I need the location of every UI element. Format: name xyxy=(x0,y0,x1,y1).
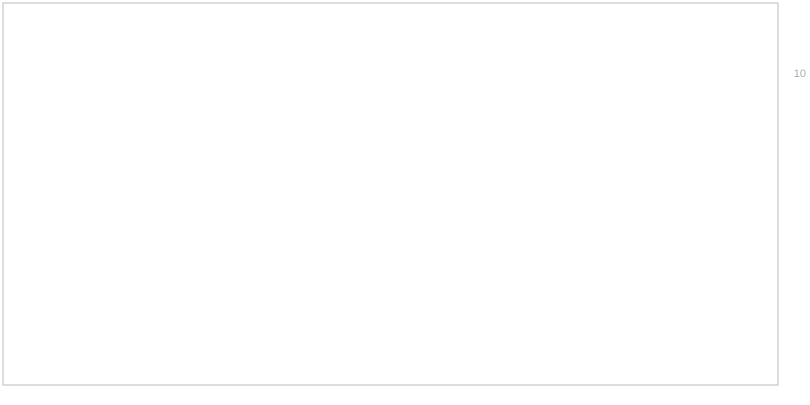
last-price-label: 10 xyxy=(794,68,806,80)
plot-frame xyxy=(2,2,779,386)
